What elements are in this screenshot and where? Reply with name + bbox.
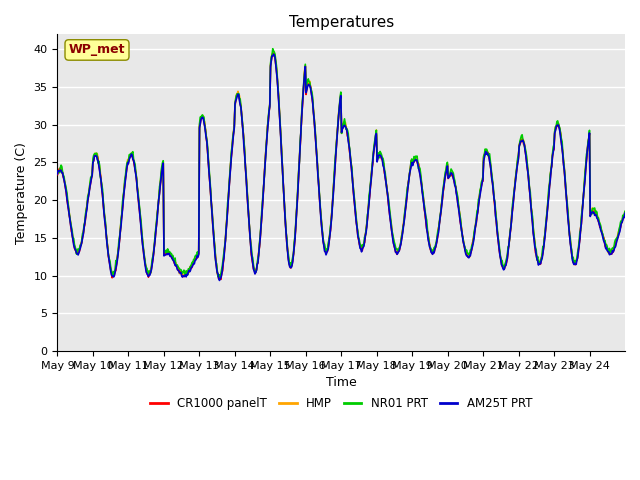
AM25T PRT xyxy=(225,184,233,190)
CR1000 panelT xyxy=(276,110,284,116)
HMP xyxy=(621,212,629,218)
Title: Temperatures: Temperatures xyxy=(289,15,394,30)
AM25T PRT xyxy=(276,110,284,116)
Text: WP_met: WP_met xyxy=(68,44,125,57)
NR01 PRT xyxy=(269,46,276,51)
HMP xyxy=(120,189,128,194)
AM25T PRT xyxy=(54,171,61,177)
CR1000 panelT xyxy=(54,172,61,178)
CR1000 panelT xyxy=(433,238,441,244)
AM25T PRT xyxy=(253,262,261,267)
HMP xyxy=(433,236,441,242)
AM25T PRT xyxy=(433,237,441,243)
NR01 PRT xyxy=(621,208,629,214)
HMP xyxy=(225,182,233,188)
Line: AM25T PRT: AM25T PRT xyxy=(58,54,625,280)
CR1000 panelT xyxy=(401,208,409,214)
CR1000 panelT xyxy=(217,276,225,282)
NR01 PRT xyxy=(120,187,128,193)
Line: HMP: HMP xyxy=(58,51,625,278)
NR01 PRT xyxy=(216,274,224,280)
HMP xyxy=(54,172,61,178)
Y-axis label: Temperature (C): Temperature (C) xyxy=(15,142,28,243)
Line: NR01 PRT: NR01 PRT xyxy=(58,48,625,277)
AM25T PRT xyxy=(621,210,629,216)
Line: CR1000 panelT: CR1000 panelT xyxy=(58,53,625,279)
CR1000 panelT xyxy=(120,189,128,194)
NR01 PRT xyxy=(433,234,441,240)
CR1000 panelT xyxy=(621,209,629,215)
NR01 PRT xyxy=(253,260,261,266)
HMP xyxy=(276,108,284,114)
NR01 PRT xyxy=(401,205,409,211)
HMP xyxy=(253,262,261,268)
NR01 PRT xyxy=(276,108,284,114)
CR1000 panelT xyxy=(270,50,278,56)
AM25T PRT xyxy=(401,209,409,215)
AM25T PRT xyxy=(216,277,223,283)
Legend: CR1000 panelT, HMP, NR01 PRT, AM25T PRT: CR1000 panelT, HMP, NR01 PRT, AM25T PRT xyxy=(145,393,537,415)
HMP xyxy=(401,206,409,212)
AM25T PRT xyxy=(120,190,128,195)
HMP xyxy=(216,276,224,281)
AM25T PRT xyxy=(269,51,277,57)
CR1000 panelT xyxy=(225,185,233,191)
X-axis label: Time: Time xyxy=(326,376,356,389)
NR01 PRT xyxy=(54,169,61,175)
NR01 PRT xyxy=(225,182,233,188)
CR1000 panelT xyxy=(253,262,261,267)
HMP xyxy=(269,48,277,54)
